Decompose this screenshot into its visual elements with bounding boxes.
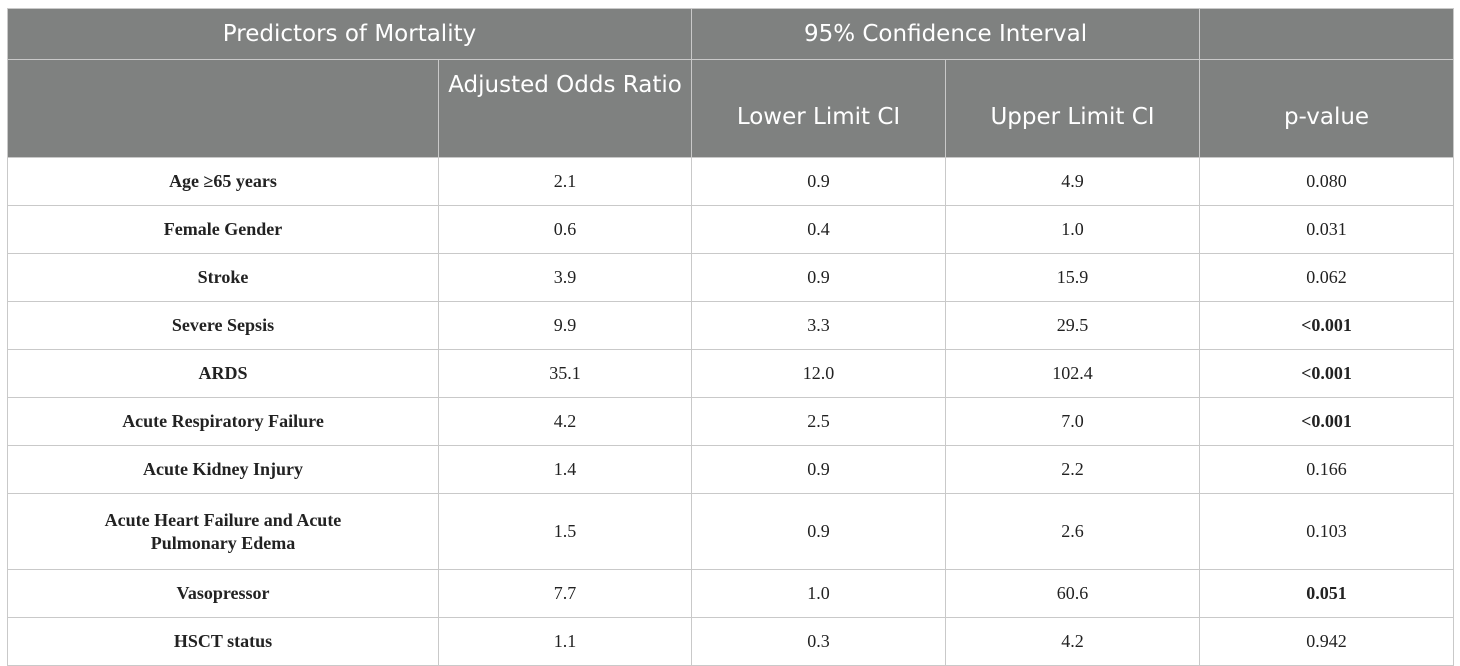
upper-limit-cell: 4.9 (945, 157, 1201, 206)
header-blank (1199, 8, 1455, 60)
row-label: Acute Heart Failure and Acute Pulmonary … (7, 493, 439, 570)
adjusted-odds-ratio-cell: 7.7 (437, 569, 693, 618)
lower-limit-cell: 0.9 (691, 493, 947, 570)
upper-limit-cell: 15.9 (945, 253, 1201, 302)
adjusted-odds-ratio-cell: 35.1 (437, 349, 693, 398)
p-value-cell: 0.031 (1199, 205, 1455, 254)
table-row: Severe Sepsis 9.9 3.3 29.5 <0.001 (7, 301, 1455, 350)
p-value-cell: <0.001 (1199, 349, 1455, 398)
header-p-value: p-value (1199, 59, 1455, 158)
lower-limit-cell: 0.4 (691, 205, 947, 254)
header-predictors: Predictors of Mortality (6, 8, 693, 60)
table-row: Stroke 3.9 0.9 15.9 0.062 (7, 253, 1455, 302)
lower-limit-cell: 0.9 (691, 253, 947, 302)
p-value-cell: 0.103 (1199, 493, 1455, 570)
table-row: Acute Heart Failure and Acute Pulmonary … (7, 493, 1455, 570)
row-label: Age ≥65 years (7, 157, 439, 206)
table-row: Female Gender 0.6 0.4 1.0 0.031 (7, 205, 1455, 254)
p-value-cell: <0.001 (1199, 397, 1455, 446)
p-value-cell: 0.051 (1199, 569, 1455, 618)
row-label: Severe Sepsis (7, 301, 439, 350)
table-row: Vasopressor 7.7 1.0 60.6 0.051 (7, 569, 1455, 618)
adjusted-odds-ratio-cell: 4.2 (437, 397, 693, 446)
lower-limit-cell: 2.5 (691, 397, 947, 446)
lower-limit-cell: 0.9 (691, 445, 947, 494)
table-row: Age ≥65 years 2.1 0.9 4.9 0.080 (7, 157, 1455, 206)
lower-limit-cell: 12.0 (691, 349, 947, 398)
upper-limit-cell: 2.6 (945, 493, 1201, 570)
adjusted-odds-ratio-cell: 1.5 (437, 493, 693, 570)
adjusted-odds-ratio-cell: 3.9 (437, 253, 693, 302)
table-header: Predictors of Mortality 95% Confidence I… (6, 8, 1455, 158)
upper-limit-cell: 60.6 (945, 569, 1201, 618)
row-label: Stroke (7, 253, 439, 302)
upper-limit-cell: 4.2 (945, 617, 1201, 666)
upper-limit-cell: 29.5 (945, 301, 1201, 350)
row-label: ARDS (7, 349, 439, 398)
lower-limit-cell: 3.3 (691, 301, 947, 350)
table-row: Acute Respiratory Failure 4.2 2.5 7.0 <0.001 (7, 397, 1455, 446)
table-body: Age ≥65 years 2.1 0.9 4.9 0.080 Female Gender… (7, 157, 1455, 666)
row-label: Acute Kidney Injury (7, 445, 439, 494)
row-label: Acute Respiratory Failure (7, 397, 439, 446)
adjusted-odds-ratio-cell: 1.4 (437, 445, 693, 494)
adjusted-odds-ratio-cell: 1.1 (437, 617, 693, 666)
mortality-predictors-table: Predictors of Mortality 95% Confidence I… (6, 8, 1455, 666)
lower-limit-cell: 1.0 (691, 569, 947, 618)
table-row: Acute Kidney Injury 1.4 0.9 2.2 0.166 (7, 445, 1455, 494)
upper-limit-cell: 2.2 (945, 445, 1201, 494)
row-label: Female Gender (7, 205, 439, 254)
upper-limit-cell: 102.4 (945, 349, 1201, 398)
p-value-cell: 0.166 (1199, 445, 1455, 494)
upper-limit-cell: 7.0 (945, 397, 1201, 446)
upper-limit-cell: 1.0 (945, 205, 1201, 254)
row-label: Vasopressor (7, 569, 439, 618)
table-row: HSCT status 1.1 0.3 4.2 0.942 (7, 617, 1455, 666)
lower-limit-cell: 0.9 (691, 157, 947, 206)
adjusted-odds-ratio-cell: 0.6 (437, 205, 693, 254)
p-value-cell: 0.062 (1199, 253, 1455, 302)
adjusted-odds-ratio-cell: 9.9 (437, 301, 693, 350)
header-row-1: Predictors of Mortality 95% Confidence I… (6, 8, 1455, 60)
p-value-cell: 0.942 (1199, 617, 1455, 666)
header-blank-label (7, 59, 439, 158)
header-upper-limit: Upper Limit CI (945, 59, 1201, 158)
p-value-cell: 0.080 (1199, 157, 1455, 206)
table-row: ARDS 35.1 12.0 102.4 <0.001 (7, 349, 1455, 398)
lower-limit-cell: 0.3 (691, 617, 947, 666)
header-row-2: Adjusted Odds Ratio Lower Limit CI Upper… (7, 59, 1455, 158)
header-adjusted-odds-ratio: Adjusted Odds Ratio (437, 59, 693, 158)
row-label: HSCT status (7, 617, 439, 666)
p-value-cell: <0.001 (1199, 301, 1455, 350)
header-confidence-interval: 95% Confidence Interval (691, 8, 1201, 60)
header-lower-limit: Lower Limit CI (691, 59, 947, 158)
adjusted-odds-ratio-cell: 2.1 (437, 157, 693, 206)
